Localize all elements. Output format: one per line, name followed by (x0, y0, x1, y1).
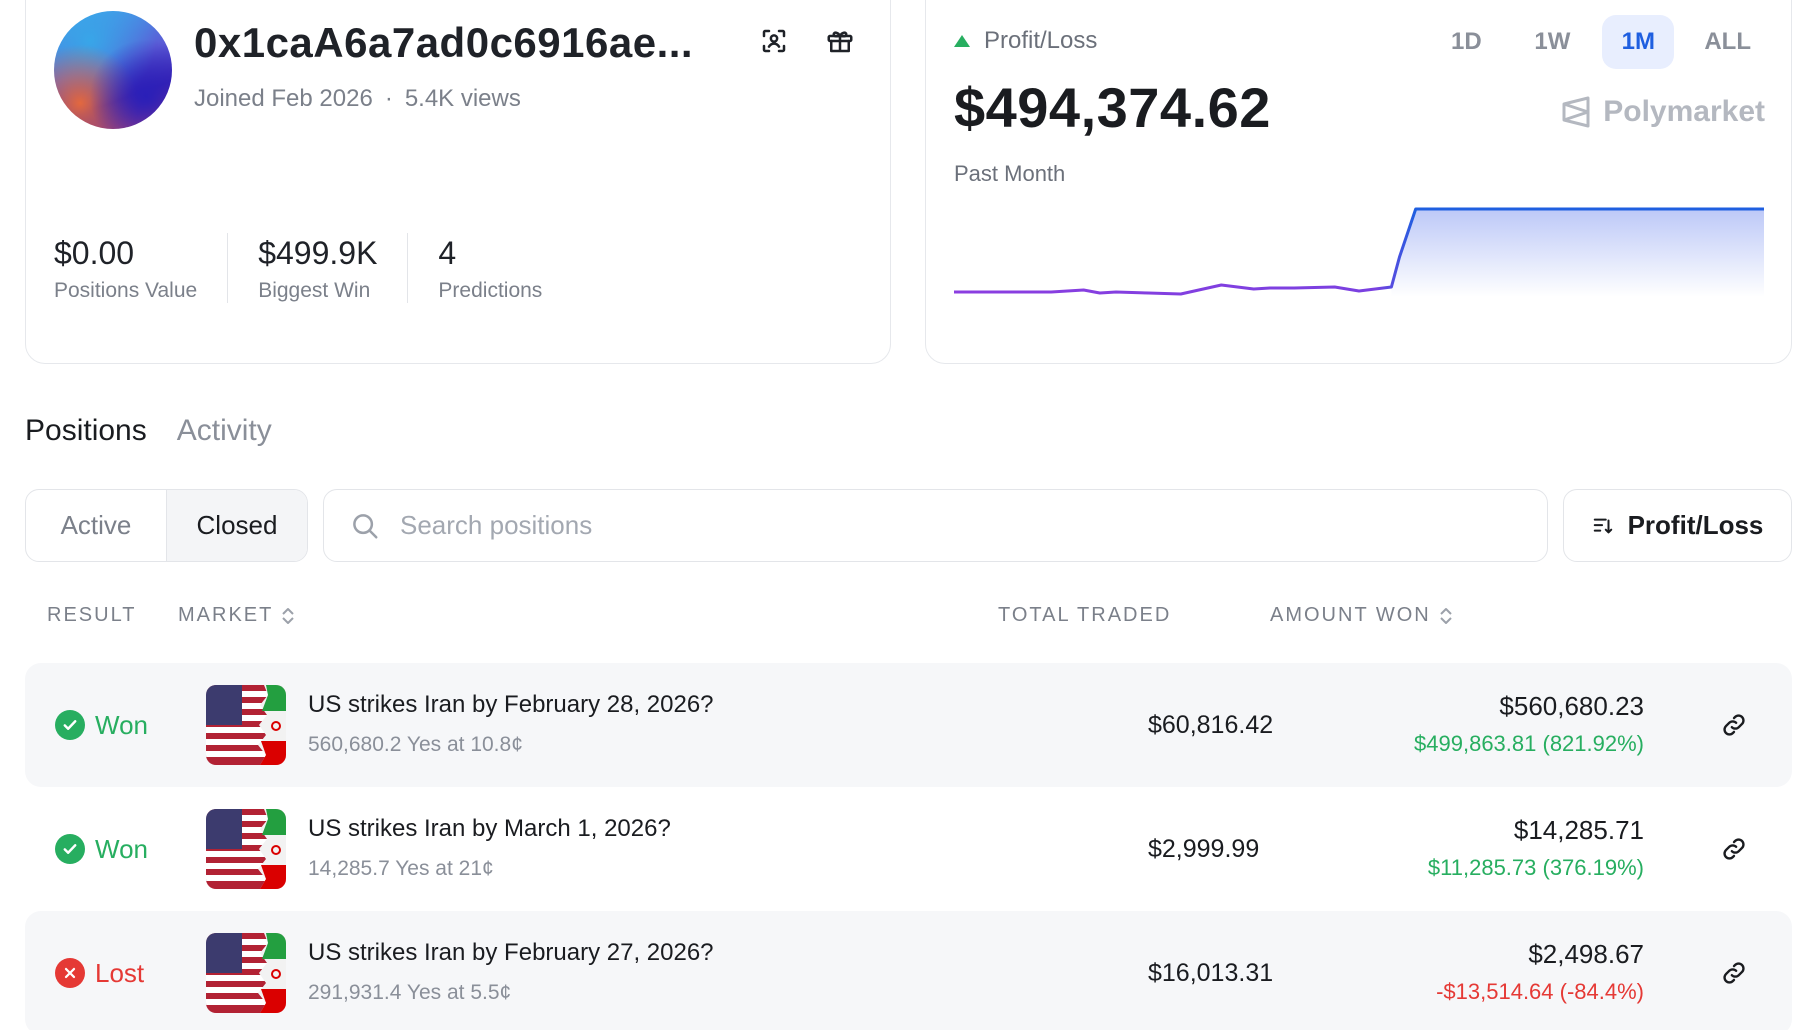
trend-up-icon (954, 35, 970, 47)
filter-closed[interactable]: Closed (166, 490, 307, 561)
amount-delta: $11,285.73 (376.19%) (1427, 855, 1644, 880)
us-iran-flag-icon (206, 685, 286, 765)
brand: Polymarket (1561, 95, 1765, 129)
filter-active[interactable]: Active (60, 510, 132, 540)
market-title[interactable]: US strikes Iran by March 1, 2026? (308, 815, 671, 842)
range-all[interactable]: ALL (1704, 28, 1751, 55)
polymarket-logo-icon (1562, 96, 1590, 128)
x-circle-icon (55, 958, 85, 988)
stat-label: Biggest Win (258, 279, 371, 302)
market-thumbnail[interactable] (206, 933, 286, 1013)
sort-toggle-icon (1440, 607, 1452, 624)
stat-value: 4 (438, 235, 457, 271)
result-label: Won (95, 709, 148, 740)
total-traded: $16,013.31 (1148, 958, 1274, 987)
us-iran-flag-icon (206, 933, 286, 1013)
stat-biggest-win: $499.9K Biggest Win (227, 233, 407, 303)
pnl-line (954, 209, 1764, 294)
us-iran-flag-icon (206, 809, 286, 889)
amount-won: $14,285.71 (1513, 815, 1644, 845)
stat-label: Predictions (438, 279, 543, 302)
sort-button[interactable]: Profit/Loss (1563, 489, 1792, 562)
market-thumbnail[interactable] (206, 685, 286, 765)
pnl-title-label: Profit/Loss (984, 27, 1098, 54)
stat-positions-value: $0.00 Positions Value (54, 233, 227, 303)
market-thumbnail[interactable] (206, 809, 286, 889)
search-icon (353, 513, 378, 538)
meta-separator: · (384, 85, 393, 112)
market-title[interactable]: US strikes Iran by February 28, 2026? (308, 691, 714, 718)
pnl-period: Past Month (954, 161, 1066, 186)
amount-delta: $499,863.81 (821.92%) (1414, 731, 1644, 756)
tab-positions[interactable]: Positions (25, 414, 147, 447)
profile-card: 0x1caA6a7ad0c6916ae... Joined Feb 2026 · 5… (25, 0, 891, 364)
link-icon[interactable] (1716, 955, 1752, 991)
result-status: Lost (55, 911, 144, 1030)
view-count: 5.4K views (404, 85, 521, 112)
amount-won: $2,498.67 (1528, 939, 1644, 969)
pnl-chart (954, 191, 1764, 297)
stat-predictions: 4 Predictions (407, 233, 572, 303)
tab-activity[interactable]: Activity (176, 414, 272, 447)
link-icon[interactable] (1716, 831, 1752, 867)
table-row[interactable]: Won US strikes Iran by March 1, 2026? 14… (25, 787, 1792, 911)
table-header: RESULT MARKET TOTAL TRADED AMOUNT WON (25, 604, 1792, 634)
gift-icon[interactable] (822, 23, 858, 59)
result-label: Won (95, 833, 148, 864)
profile-stats: $0.00 Positions Value $499.9K Biggest Wi… (54, 233, 572, 303)
col-market-label: MARKET (178, 604, 274, 626)
pnl-area (1391, 209, 1764, 297)
col-total-traded: TOTAL TRADED (998, 604, 1172, 626)
market-title[interactable]: US strikes Iran by February 27, 2026? (308, 939, 714, 966)
brand-name: Polymarket (1603, 95, 1765, 128)
profile-meta: Joined Feb 2026 · 5.4K views (194, 85, 521, 113)
stat-value: $0.00 (54, 235, 135, 271)
range-1d[interactable]: 1D (1451, 28, 1482, 55)
range-1m[interactable]: 1M (1602, 15, 1675, 69)
market-position: 14,285.7 Yes at 21¢ (308, 857, 494, 880)
total-traded: $60,816.42 (1148, 710, 1274, 739)
market-position: 291,931.4 Yes at 5.5¢ (308, 981, 512, 1004)
sort-toggle-icon (282, 607, 295, 624)
col-amount-won[interactable]: AMOUNT WON (1270, 604, 1453, 627)
col-result: RESULT (47, 604, 137, 626)
pnl-card: Profit/Loss 1D 1W 1M ALL $494,374.62 Pol… (925, 0, 1792, 364)
search-box (323, 489, 1548, 562)
range-selector: 1D 1W 1M ALL (1430, 15, 1767, 69)
result-label: Lost (95, 957, 145, 988)
tabs: Positions Activity (25, 414, 272, 448)
joined-date: Joined Feb 2026 (194, 85, 373, 112)
total-traded: $2,999.99 (1148, 834, 1260, 863)
link-icon[interactable] (1716, 707, 1752, 743)
col-amount-won-label: AMOUNT WON (1270, 604, 1431, 626)
username[interactable]: 0x1caA6a7ad0c6916ae... (194, 19, 694, 66)
market-position: 560,680.2 Yes at 10.8¢ (308, 733, 523, 756)
amount-delta: -$13,514.64 (-84.4%) (1436, 979, 1644, 1004)
table-row[interactable]: Won US strikes Iran by February 28, 2026… (25, 663, 1792, 787)
pnl-title: Profit/Loss (954, 27, 1097, 55)
check-circle-icon (55, 834, 85, 864)
result-status: Won (55, 663, 148, 787)
status-toggle: Active Closed (25, 489, 308, 562)
pnl-value: $494,374.62 (954, 76, 1271, 139)
search-input[interactable] (400, 510, 1500, 541)
result-status: Won (55, 787, 148, 911)
sort-icon (1593, 518, 1612, 533)
stat-label: Positions Value (54, 279, 198, 302)
face-scan-icon[interactable] (756, 23, 792, 59)
amount-won: $560,680.23 (1499, 691, 1644, 721)
table-row[interactable]: Lost US strikes Iran by February 27, 202… (25, 911, 1792, 1030)
avatar (54, 11, 172, 129)
check-circle-icon (55, 710, 85, 740)
stat-value: $499.9K (258, 235, 378, 271)
range-1w[interactable]: 1W (1534, 28, 1571, 55)
col-market[interactable]: MARKET (178, 604, 295, 627)
sort-label: Profit/Loss (1627, 510, 1764, 540)
